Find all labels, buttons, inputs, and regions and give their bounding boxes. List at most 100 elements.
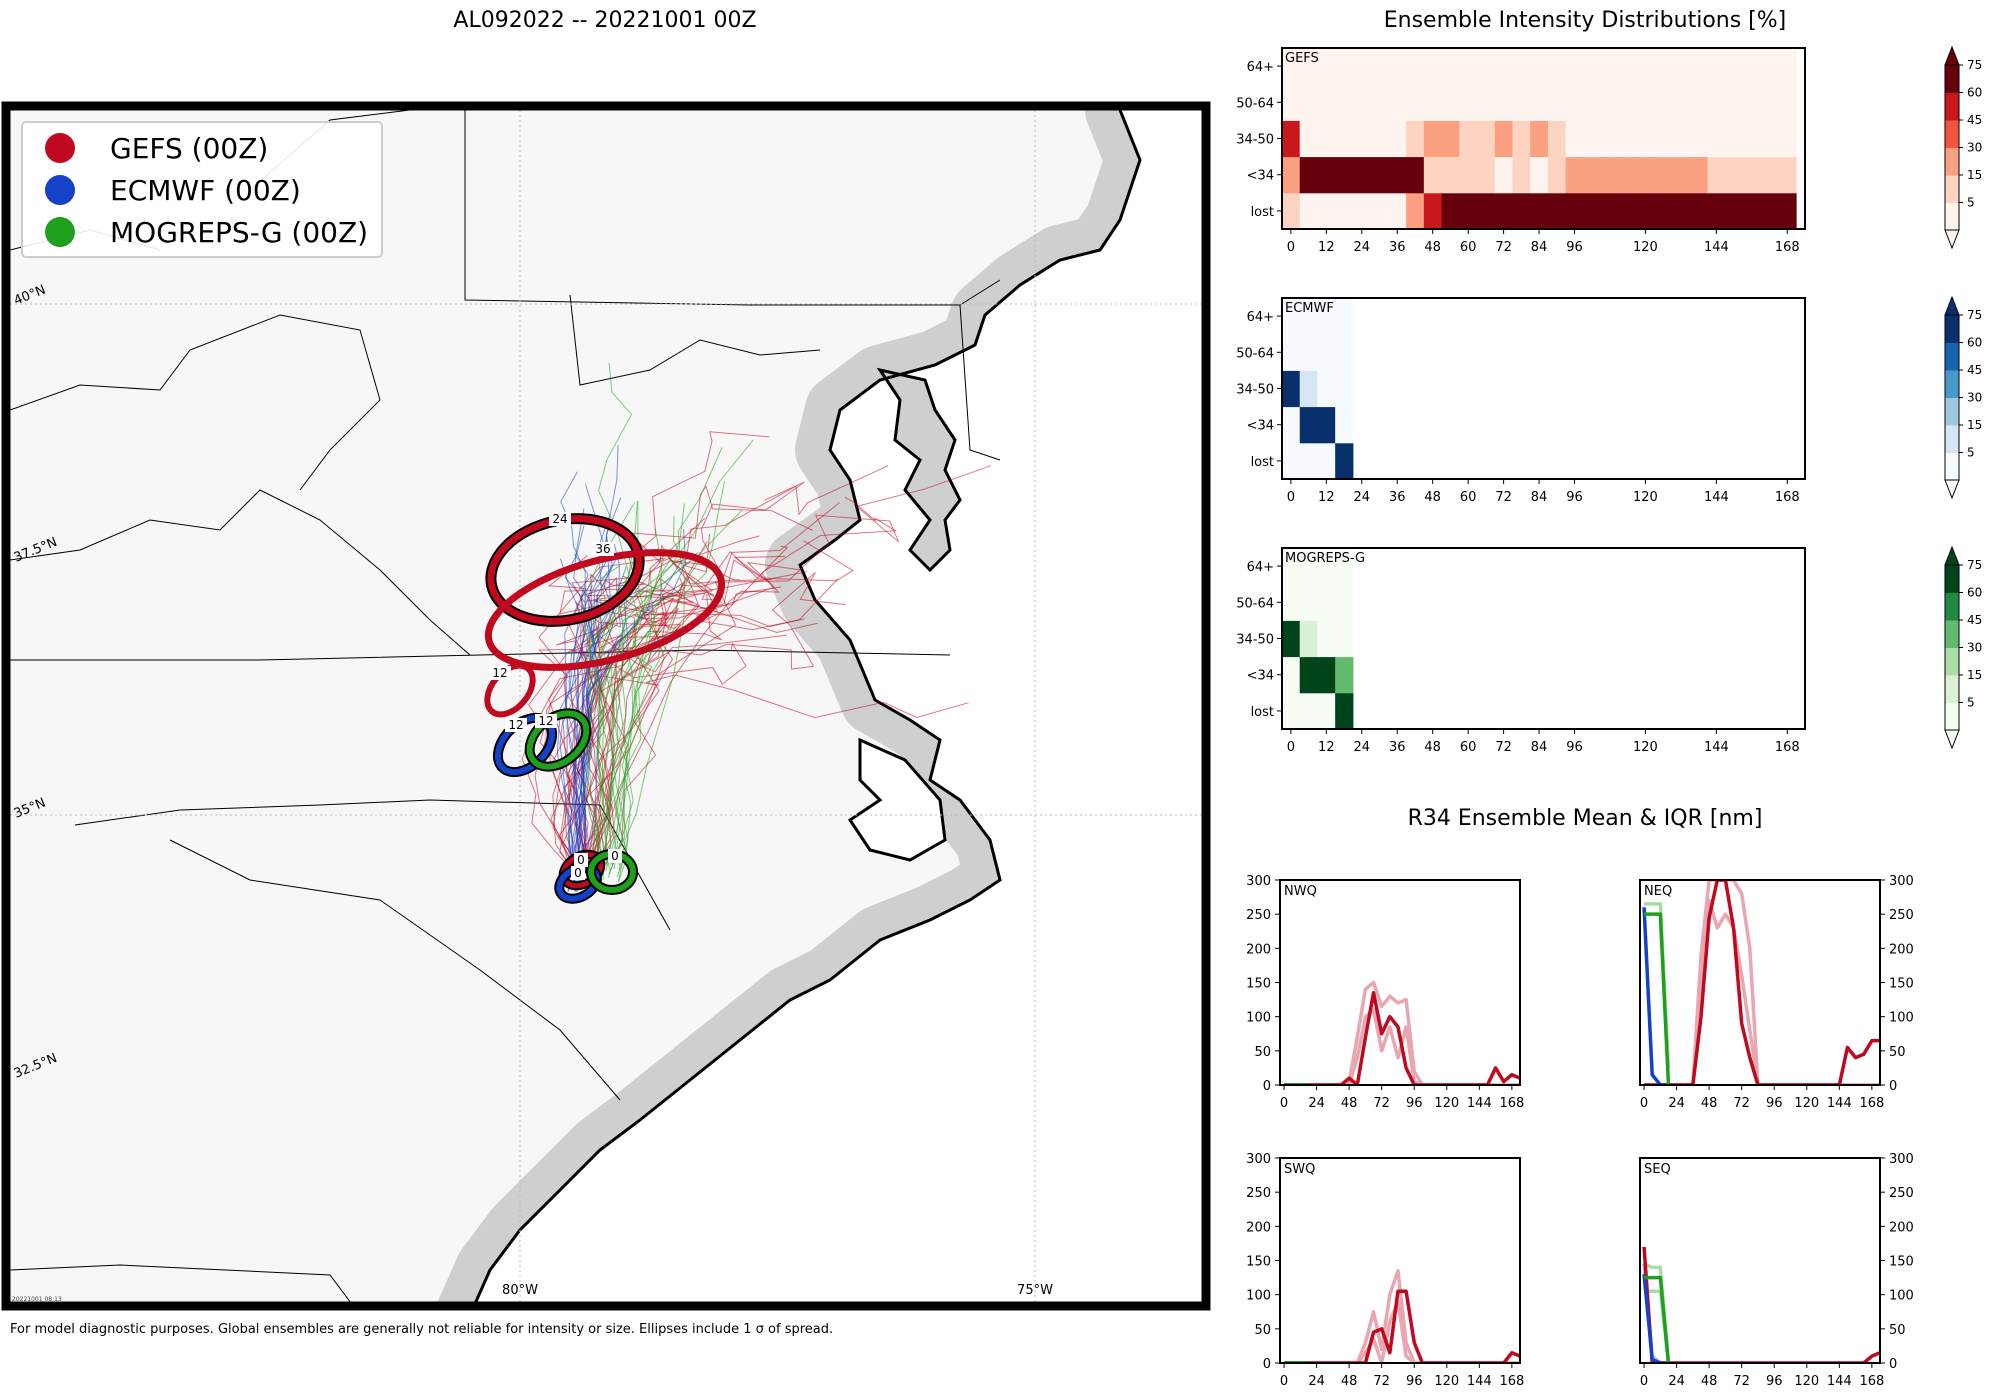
heat-cell: [1583, 192, 1602, 230]
y-tick-label: 50-64: [1236, 596, 1274, 611]
series-line-gefs-iqr: [1284, 980, 1520, 1086]
heat-cell: [1725, 156, 1744, 194]
track-line: [564, 536, 608, 877]
legend-marker-mogreps: [45, 217, 75, 247]
x-tick-label: 36: [1389, 240, 1406, 255]
heat-cell: [1725, 120, 1744, 158]
chesapeake-bay: [876, 367, 962, 573]
heat-cell: [1423, 120, 1443, 158]
heat-cell: [1530, 156, 1549, 194]
ellipse-labels: 24 36 12 12 12 0 0 0: [489, 512, 622, 880]
plot-area: [1282, 548, 1805, 729]
r34-seq-chart: SEQ 0 50 100 150 200 250 300 0 24 48 72 96 120 144 168: [1639, 1152, 1914, 1389]
heat-cell: [1282, 406, 1301, 444]
heat-cell: [1299, 442, 1318, 480]
colorbar-tick-label: 75: [1967, 558, 1982, 572]
series-line-mogreps-mean: [1644, 912, 1671, 1086]
heat-cell: [1530, 120, 1549, 158]
colorbar-segment: [1945, 147, 1959, 176]
heatmap-ecmwf: ECMWF lost <34 34-50 50-64 64+ 0 12 24 36 48 60 72 84…: [1236, 295, 1982, 505]
legend-box: [21, 121, 383, 258]
colorbar-segment: [1945, 175, 1959, 203]
heat-cell: [1317, 192, 1336, 230]
y-tick-label: 50-64: [1236, 346, 1274, 361]
lon-label-75w: 75°W: [1017, 1283, 1053, 1298]
heat-cell: [1335, 442, 1354, 480]
heat-cell: [1441, 84, 1460, 121]
track-line: [571, 518, 706, 866]
colorbar-tick-label: 75: [1967, 58, 1982, 72]
heat-cell: [1335, 370, 1354, 408]
heat-cell: [1654, 120, 1673, 158]
track-line: [612, 555, 704, 866]
heat-cell: [1778, 192, 1797, 230]
colorbar-segment: [1945, 397, 1959, 426]
colorbar-tick-label: 5: [1967, 446, 1975, 460]
x-tick-label: 120: [1794, 1096, 1819, 1111]
heat-cell: [1299, 156, 1318, 194]
heat-cell: [1388, 192, 1407, 230]
longitude-labels: 80°W 75°W: [502, 1283, 1053, 1298]
series-line-gefs-mean: [1642, 1246, 1880, 1364]
heat-cell: [1317, 548, 1336, 585]
panel-label: ECMWF: [1285, 301, 1334, 316]
heat-cell: [1618, 120, 1638, 158]
track-line: [568, 674, 969, 871]
heat-cell: [1441, 48, 1460, 85]
heat-cell: [1742, 156, 1762, 194]
heat-cell: [1406, 84, 1425, 121]
heat-cell: [1530, 48, 1549, 85]
y-tick-label: 0: [1889, 1357, 1897, 1372]
x-tick-label: 84: [1531, 740, 1548, 755]
y-tick-label: 150: [1889, 1255, 1914, 1270]
x-tick-label: 120: [1633, 490, 1658, 505]
heat-cell: [1317, 620, 1336, 658]
heat-cell: [1299, 692, 1318, 730]
ecmwf-label-12: 12: [508, 718, 523, 732]
heat-cell: [1742, 84, 1762, 121]
plot-frame: [1279, 1157, 1521, 1364]
heat-cell: [1530, 192, 1549, 230]
y-tick-label: 0: [1263, 1357, 1271, 1372]
x-tick-label: 12: [1318, 240, 1335, 255]
heat-cell: [1707, 120, 1726, 158]
heat-cell: [1760, 192, 1779, 230]
y-tick-label: 50: [1254, 1323, 1271, 1338]
heat-cell: [1636, 84, 1655, 121]
x-tick-label: 24: [1308, 1096, 1325, 1111]
heat-cell: [1423, 84, 1443, 121]
y-tick-label: 300: [1246, 874, 1271, 889]
heat-cell: [1299, 334, 1318, 371]
x-tick-label: 48: [1424, 240, 1441, 255]
legend-label-mogreps: MOGREPS-G (00Z): [110, 216, 368, 249]
gefs-label-24: 24: [552, 512, 567, 526]
heat-cell: [1477, 48, 1496, 85]
heat-cell: [1618, 192, 1638, 230]
heat-cell: [1725, 48, 1744, 85]
series-line-mogreps-mean: [1644, 1275, 1671, 1364]
heat-cell: [1778, 120, 1797, 158]
heat-cell: [1760, 156, 1779, 194]
y-tick-label: 100: [1889, 1011, 1914, 1026]
y-tick-label: 250: [1889, 908, 1914, 923]
heat-cell: [1282, 548, 1301, 585]
heat-cell: [1282, 656, 1301, 694]
x-tick-label: 144: [1704, 740, 1729, 755]
y-tick-label: 200: [1246, 942, 1271, 957]
track-line: [605, 501, 640, 872]
heat-cell: [1547, 156, 1567, 194]
legend-label-ecmwf: ECMWF (00Z): [110, 174, 301, 207]
y-tick-label: 50: [1254, 1045, 1271, 1060]
heat-cell: [1583, 156, 1602, 194]
heat-cell: [1299, 298, 1318, 335]
series-line-gefs-mean: [1284, 991, 1520, 1086]
colorbar-tick-label: 45: [1967, 363, 1982, 377]
heat-cell: [1459, 156, 1478, 194]
track-map[interactable]: 24 36 12 12 12 0 0 0 40°N 37.5°N 35°N 32…: [0, 100, 1215, 1315]
heat-cell: [1299, 48, 1318, 85]
x-tick-label: 72: [1373, 1096, 1390, 1111]
x-tick-label: 48: [1701, 1096, 1718, 1111]
heat-cell: [1282, 298, 1301, 335]
heat-cell: [1335, 84, 1354, 121]
heat-cell: [1547, 84, 1567, 121]
